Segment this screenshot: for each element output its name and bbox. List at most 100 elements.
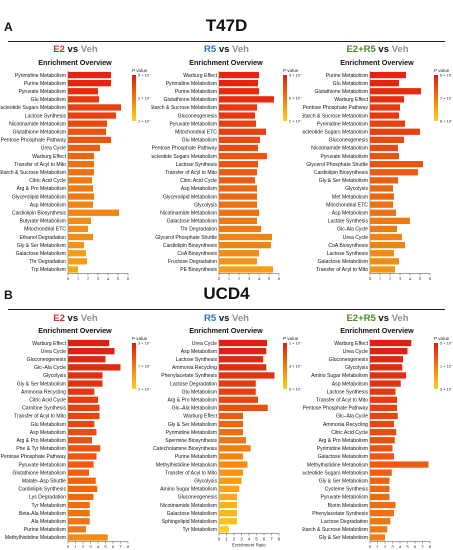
enrichment-bar	[68, 266, 78, 273]
enrichment-bar	[219, 177, 255, 184]
pathway-label: Glc–Ala Cycle	[34, 365, 66, 371]
legend-tick-label: 3 × 10⁻¹	[440, 387, 453, 392]
x-tick-label: 5	[419, 277, 422, 281]
pathway-label: Warburg Effect	[334, 97, 368, 103]
enrichment-bar	[370, 112, 399, 119]
enrichment-bar	[68, 225, 88, 233]
enrichment-bar	[219, 169, 257, 176]
section-title-ucd4: UCD4	[203, 284, 250, 303]
enrichment-bar	[68, 412, 100, 420]
enrichment-chart-t47d-e2: Enrichment Overview Pyrimidine Metabolism…	[0, 58, 151, 280]
x-tick-label: 2	[233, 536, 236, 541]
pathway-label: Ethanol Degradation	[20, 235, 67, 241]
pathway-label: Gluconeogenesis	[329, 138, 369, 144]
enrichment-bar	[370, 469, 392, 476]
x-tick-label: 8	[278, 536, 281, 541]
pathway-label: Transfer of Acyl to Mito	[165, 470, 217, 476]
enrichment-bar	[219, 258, 257, 265]
legend-tick-label: 8 × 10⁻¹	[440, 119, 453, 124]
enrichment-bar	[68, 404, 100, 411]
enrichment-bar	[370, 445, 393, 452]
enrichment-bar	[370, 96, 404, 103]
pathway-label: Asp Metabolism	[332, 381, 368, 387]
pathway-label: Thr Degradation	[180, 227, 217, 233]
x-tick-label: 0	[218, 277, 221, 281]
pathway-label: CoA Biosynthesis	[177, 251, 217, 257]
enrichment-bar	[219, 453, 243, 460]
enrichment-chart-t47d-r5: Enrichment Overview Warburg Effect Pyrimid…	[151, 58, 302, 281]
pathway-label: Glycerolipid Metabolism	[12, 194, 66, 200]
enrichment-bar	[68, 233, 93, 241]
enrichment-bar	[219, 339, 267, 347]
enrichment-bar	[370, 461, 429, 468]
legend-tick-label: 1 × 10⁻¹	[138, 119, 151, 124]
x-tick-label: 1	[228, 277, 231, 281]
pathway-label: Galactose Metabolism	[167, 511, 217, 517]
condition-label-e2r5: E2+R5 vs Veh	[302, 44, 453, 55]
x-tick-label: 3	[89, 545, 92, 549]
enrichment-bar	[370, 348, 408, 355]
pathway-label: Phenylacetate Synthesis	[312, 511, 368, 517]
legend-tick-label: 6 × 10⁻¹	[440, 73, 453, 78]
chart-title: Enrichment Overview	[189, 58, 263, 67]
enrichment-bar	[370, 396, 397, 403]
pathway-label: Glycerolipid Metabolism	[163, 194, 217, 200]
pathway-label: Urea Cycle	[343, 235, 368, 241]
enrichment-bar	[68, 526, 86, 533]
enrichment-bar	[219, 128, 266, 135]
pvalue-gradient-bar	[434, 75, 438, 121]
enrichment-bar	[68, 136, 111, 143]
legend-tick-label: 6 × 10⁻¹	[289, 96, 302, 101]
pathway-label: Sphingolipid Metabolism	[162, 519, 217, 525]
section-divider-a	[8, 41, 445, 42]
legend-tick-label: 3 × 10⁻¹	[138, 341, 151, 346]
legend-title: P value	[132, 336, 148, 341]
enrichment-bar	[219, 161, 258, 168]
enrichment-bar	[370, 493, 390, 501]
enrichment-bar	[68, 193, 94, 200]
pathway-label: Pyruvate Metabolism	[320, 495, 368, 501]
pathway-label: Lactose Degradation	[170, 381, 217, 387]
pathway-label: Pentose Phosphate Pathway	[1, 138, 67, 144]
legend-tick-label: 3 × 10⁻¹	[289, 364, 302, 369]
enrichment-bar	[370, 71, 406, 79]
pathway-label: Mitochondrial ETC	[326, 202, 368, 208]
x-tick-label: 2	[389, 277, 392, 281]
treatment-r5: R5	[204, 313, 217, 324]
x-tick-label: 4	[97, 545, 100, 549]
pathway-label: Ammonia Recycling	[323, 422, 368, 428]
legend-tick-label: 3 × 10⁻¹	[289, 73, 302, 78]
enrichment-bar	[219, 193, 257, 200]
vehicle-text: Veh	[391, 313, 409, 324]
pathway-label: Amino Sugar Metabolism	[160, 487, 217, 493]
pathway-label: Thr Degradation	[29, 259, 66, 265]
pvalue-gradient-bar	[132, 75, 136, 121]
pathway-label: Glutathione Metabolism	[12, 130, 66, 136]
pathway-label: Gluconeogenesis	[178, 113, 218, 119]
legend-tick-label: 7 × 10⁻²	[138, 364, 151, 369]
legend-tick-label: 6 × 10⁻¹	[289, 387, 302, 392]
pathway-label: Pyruvate Metabolism	[320, 154, 368, 160]
vs-text: vs	[375, 313, 392, 324]
pathway-label: Methylhistidine Metabolism	[307, 462, 368, 468]
x-tick-label: 1	[379, 277, 382, 281]
pathway-label: Gly & Ser Metabolism	[17, 381, 66, 387]
condition-label-e2r5: E2+R5 vs Veh	[302, 313, 453, 324]
enrichment-bar	[68, 112, 116, 119]
enrichment-bar	[219, 437, 246, 444]
treatment-e2: E2	[53, 313, 65, 324]
x-tick-label: 1	[376, 545, 379, 549]
enrichment-bar	[219, 461, 248, 468]
enrichment-bar	[68, 510, 90, 517]
enrichment-bar	[68, 518, 90, 525]
enrichment-chart-t47d-e2r5: Enrichment Overview Purine Metabolism Glu …	[302, 58, 453, 281]
x-tick-label: 0	[67, 545, 70, 549]
enrichment-bar	[219, 356, 264, 363]
pathway-label: Lactose Synthesis	[327, 251, 369, 257]
pathway-label: Urea Cycle	[192, 341, 217, 347]
enrichment-bar	[68, 396, 98, 403]
enrichment-bar	[68, 104, 121, 111]
x-tick-label: 6	[429, 277, 432, 281]
legend-title: P value	[434, 68, 450, 73]
vs-text: vs	[216, 44, 233, 55]
